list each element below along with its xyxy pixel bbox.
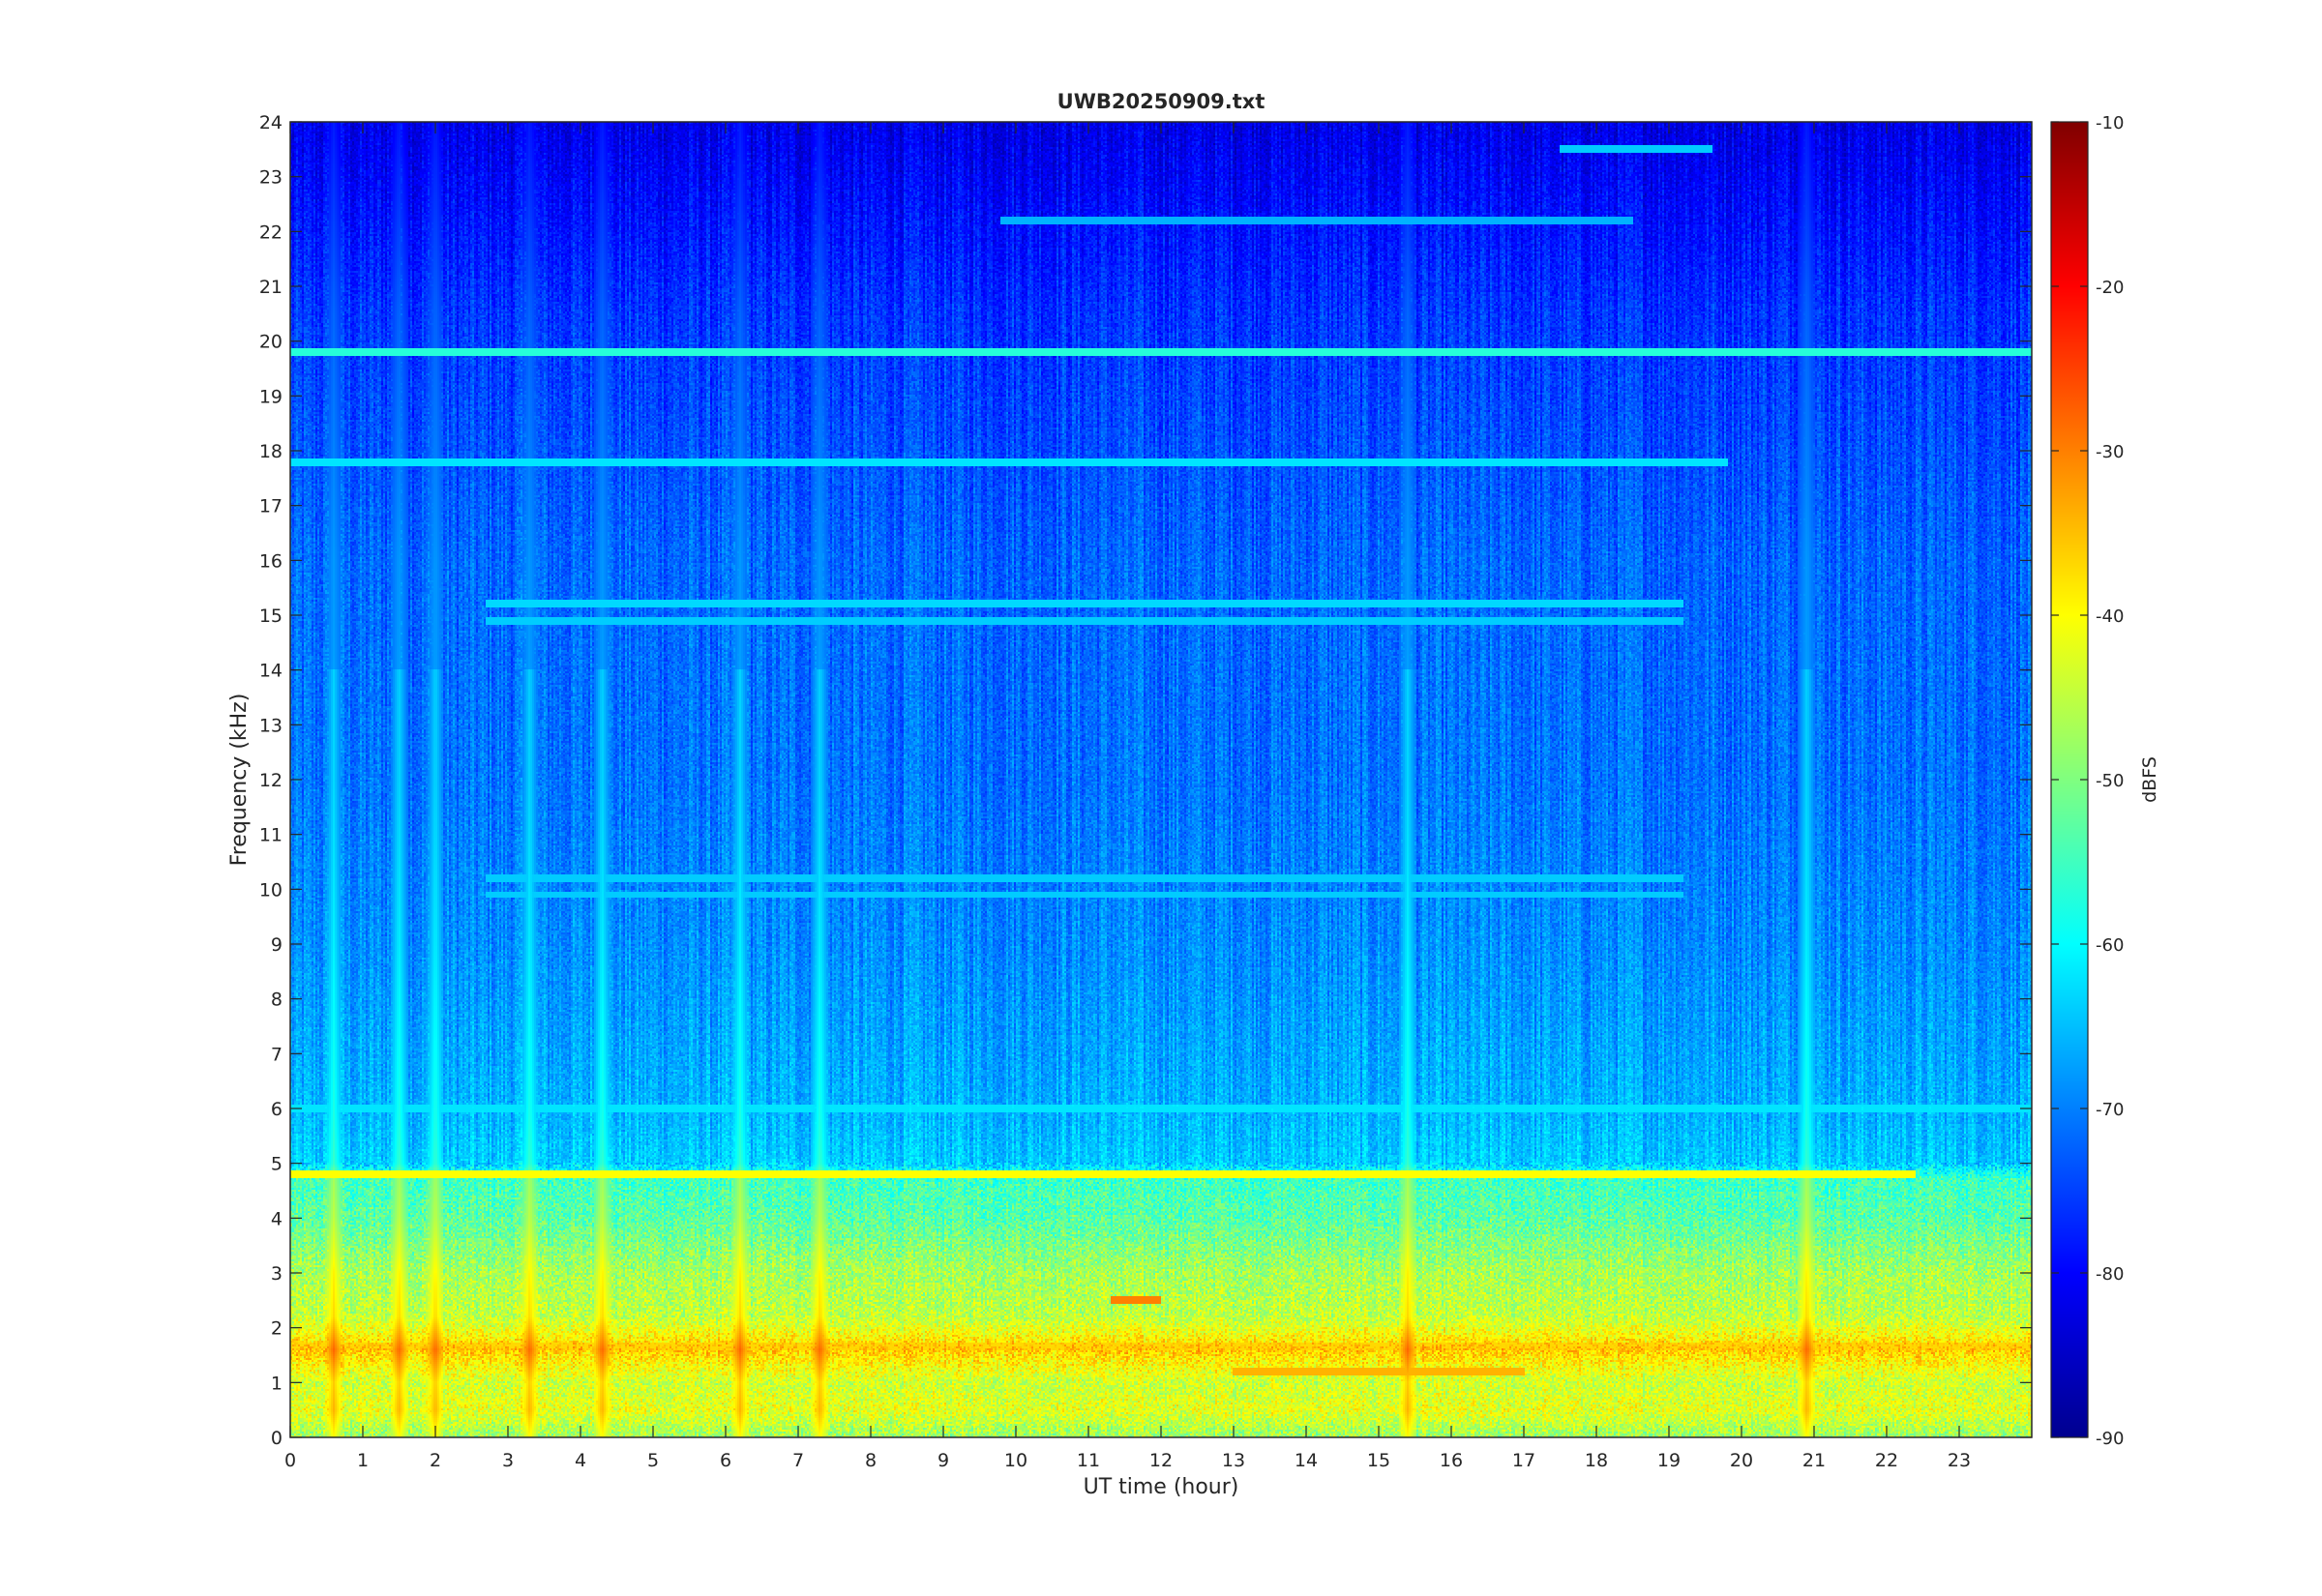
y-tick-label: 5 bbox=[271, 1154, 283, 1175]
x-tick-label: 17 bbox=[1512, 1450, 1535, 1471]
y-tick-label: 22 bbox=[259, 222, 283, 243]
x-tick-label: 8 bbox=[865, 1450, 877, 1471]
colorbar-tick-label: -30 bbox=[2096, 442, 2124, 462]
x-tick-label: 4 bbox=[575, 1450, 586, 1471]
y-tick-label: 14 bbox=[259, 661, 283, 682]
y-tick-label: 21 bbox=[259, 277, 283, 298]
y-tick-label: 17 bbox=[259, 496, 283, 517]
colorbar-label: dBFS bbox=[2139, 756, 2160, 803]
spectrogram-heatmap bbox=[290, 122, 2032, 1437]
y-tick-label: 18 bbox=[259, 441, 283, 462]
y-tick-label: 0 bbox=[271, 1428, 283, 1449]
colorbar-tick-label: -80 bbox=[2096, 1264, 2124, 1285]
y-tick-label: 7 bbox=[271, 1044, 283, 1065]
x-tick-label: 21 bbox=[1802, 1450, 1826, 1471]
y-tick-label: 24 bbox=[259, 112, 283, 133]
x-tick-label: 7 bbox=[792, 1450, 804, 1471]
spectrogram-image-container bbox=[290, 122, 2032, 1437]
x-axis-ticks: 0 1 2 3 4 5 6 7 8 9 10 11 12 13 14 15 16 17 18 19 20 21 22 23 bbox=[284, 122, 1971, 1471]
y-tick-label: 9 bbox=[271, 934, 283, 956]
y-tick-label: 13 bbox=[259, 715, 283, 736]
colorbar-tick-label: -50 bbox=[2096, 771, 2124, 791]
x-tick-label: 12 bbox=[1149, 1450, 1173, 1471]
y-axis-label: Frequency (kHz) bbox=[227, 694, 252, 867]
y-tick-label: 1 bbox=[271, 1373, 283, 1394]
y-tick-label: 6 bbox=[271, 1099, 283, 1120]
x-tick-label: 15 bbox=[1367, 1450, 1390, 1471]
x-tick-label: 6 bbox=[720, 1450, 731, 1471]
x-tick-label: 14 bbox=[1295, 1450, 1318, 1471]
y-tick-label: 15 bbox=[259, 606, 283, 627]
x-tick-label: 9 bbox=[938, 1450, 949, 1471]
y-tick-label: 23 bbox=[259, 167, 283, 189]
chart-title: UWB20250909.txt bbox=[1057, 90, 1265, 113]
colorbar-ticks: -90 -80 -70 -60 -50 -40 -30 -20 -10 bbox=[2051, 113, 2124, 1449]
x-axis-label: UT time (hour) bbox=[1084, 1475, 1239, 1499]
y-tick-label: 11 bbox=[259, 825, 283, 846]
colorbar-tick-label: -60 bbox=[2096, 935, 2124, 956]
x-tick-label: 3 bbox=[502, 1450, 514, 1471]
y-tick-label: 16 bbox=[259, 550, 283, 572]
x-tick-label: 16 bbox=[1440, 1450, 1463, 1471]
x-tick-label: 13 bbox=[1222, 1450, 1245, 1471]
x-tick-label: 0 bbox=[284, 1450, 296, 1471]
y-tick-label: 8 bbox=[271, 990, 283, 1011]
colorbar-tick-label: -70 bbox=[2096, 1100, 2124, 1120]
x-tick-label: 5 bbox=[647, 1450, 659, 1471]
x-tick-label: 23 bbox=[1948, 1450, 1971, 1471]
x-tick-label: 11 bbox=[1077, 1450, 1100, 1471]
colorbar-tick-label: -20 bbox=[2096, 278, 2124, 298]
x-tick-label: 10 bbox=[1004, 1450, 1027, 1471]
y-tick-label: 19 bbox=[259, 386, 283, 407]
y-tick-label: 4 bbox=[271, 1208, 283, 1229]
y-tick-label: 20 bbox=[259, 332, 283, 353]
y-tick-label: 10 bbox=[259, 879, 283, 901]
x-tick-label: 19 bbox=[1657, 1450, 1681, 1471]
y-tick-label: 12 bbox=[259, 770, 283, 791]
x-tick-label: 22 bbox=[1875, 1450, 1898, 1471]
x-tick-label: 1 bbox=[357, 1450, 369, 1471]
x-tick-label: 2 bbox=[430, 1450, 441, 1471]
x-tick-label: 18 bbox=[1585, 1450, 1608, 1471]
colorbar-tick-label: -10 bbox=[2096, 113, 2124, 133]
y-tick-label: 2 bbox=[271, 1318, 283, 1340]
colorbar-tick-label: -40 bbox=[2096, 606, 2124, 627]
colorbar-tick-label: -90 bbox=[2096, 1429, 2124, 1449]
y-tick-label: 3 bbox=[271, 1263, 283, 1285]
x-tick-label: 20 bbox=[1730, 1450, 1753, 1471]
